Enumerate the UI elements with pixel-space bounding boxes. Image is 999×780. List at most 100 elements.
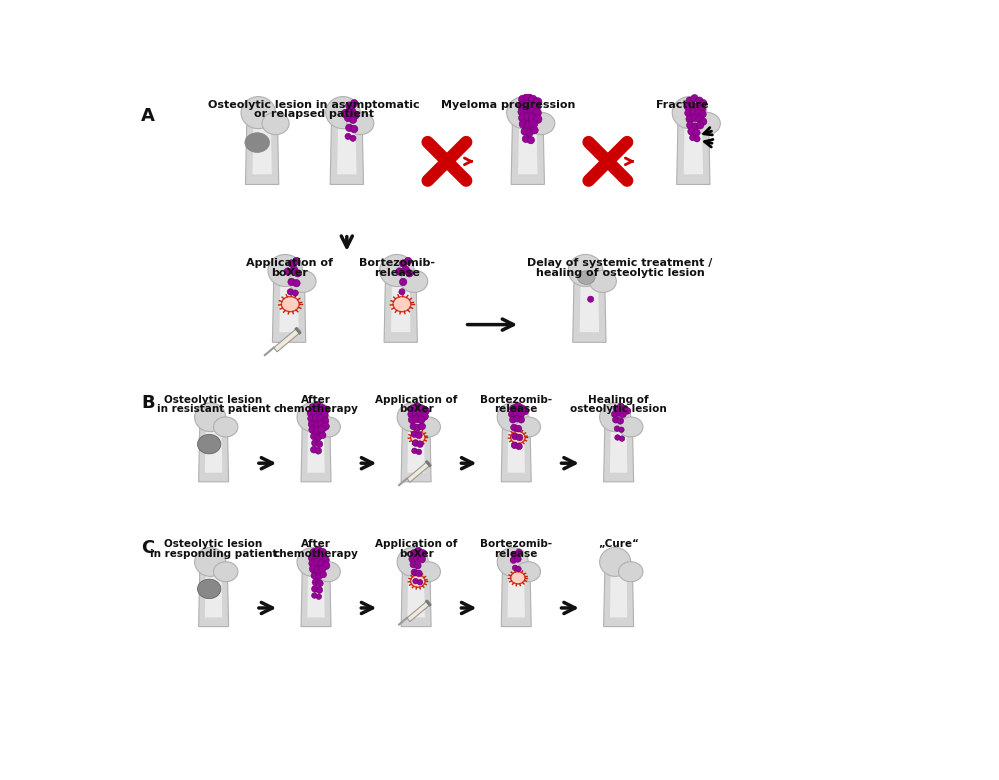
Circle shape	[309, 426, 317, 434]
Circle shape	[525, 129, 533, 136]
Circle shape	[612, 417, 619, 423]
Circle shape	[319, 548, 327, 556]
Circle shape	[342, 109, 350, 118]
Polygon shape	[199, 426, 229, 482]
Ellipse shape	[268, 254, 303, 286]
Circle shape	[317, 415, 325, 423]
Circle shape	[684, 103, 691, 111]
Circle shape	[689, 108, 697, 115]
Polygon shape	[501, 570, 531, 626]
Circle shape	[694, 103, 701, 111]
Polygon shape	[511, 122, 544, 184]
Circle shape	[517, 108, 526, 116]
Text: A: A	[141, 108, 155, 126]
Circle shape	[419, 423, 426, 430]
Circle shape	[414, 402, 422, 410]
Circle shape	[516, 410, 524, 418]
Polygon shape	[384, 280, 418, 342]
Circle shape	[415, 424, 422, 431]
Circle shape	[405, 257, 412, 264]
Circle shape	[515, 549, 522, 555]
Circle shape	[351, 100, 358, 107]
Ellipse shape	[398, 402, 429, 431]
Circle shape	[515, 443, 522, 450]
Circle shape	[696, 122, 703, 129]
Circle shape	[294, 270, 302, 277]
Circle shape	[522, 100, 530, 108]
Polygon shape	[407, 461, 431, 482]
Circle shape	[315, 434, 322, 441]
Circle shape	[409, 555, 417, 563]
Circle shape	[317, 554, 325, 562]
Circle shape	[510, 557, 516, 563]
Circle shape	[284, 268, 292, 275]
Polygon shape	[402, 426, 432, 482]
Circle shape	[399, 289, 405, 295]
Circle shape	[691, 94, 698, 102]
Ellipse shape	[195, 402, 226, 431]
Circle shape	[316, 594, 322, 599]
Circle shape	[314, 558, 321, 566]
Circle shape	[417, 441, 424, 448]
Circle shape	[515, 566, 521, 572]
Text: release: release	[495, 548, 537, 558]
Circle shape	[412, 569, 418, 576]
Circle shape	[413, 415, 421, 423]
Circle shape	[410, 561, 417, 568]
Circle shape	[314, 402, 321, 410]
Text: boXer: boXer	[399, 404, 434, 414]
Circle shape	[699, 118, 707, 126]
Circle shape	[517, 101, 525, 110]
Ellipse shape	[618, 562, 643, 582]
Polygon shape	[391, 282, 411, 332]
Circle shape	[523, 93, 532, 101]
Circle shape	[522, 135, 529, 143]
Circle shape	[528, 95, 537, 104]
Circle shape	[352, 112, 360, 119]
Circle shape	[414, 554, 422, 562]
Text: release: release	[374, 268, 420, 278]
Ellipse shape	[510, 431, 525, 444]
Ellipse shape	[347, 112, 374, 135]
Circle shape	[687, 128, 695, 135]
Circle shape	[322, 556, 330, 564]
Ellipse shape	[411, 431, 425, 444]
Circle shape	[614, 426, 619, 431]
Polygon shape	[676, 122, 710, 184]
Circle shape	[617, 417, 623, 424]
Circle shape	[400, 260, 407, 268]
Circle shape	[402, 266, 410, 273]
Circle shape	[521, 128, 528, 135]
Circle shape	[689, 102, 696, 109]
Polygon shape	[246, 122, 279, 184]
Circle shape	[691, 114, 698, 122]
Polygon shape	[280, 282, 299, 332]
Circle shape	[412, 431, 418, 438]
Polygon shape	[402, 570, 432, 626]
Circle shape	[533, 98, 541, 106]
Circle shape	[351, 126, 358, 133]
Circle shape	[309, 554, 316, 562]
Circle shape	[694, 109, 702, 117]
Ellipse shape	[568, 254, 602, 286]
Circle shape	[288, 278, 296, 285]
Ellipse shape	[510, 572, 525, 584]
Circle shape	[515, 425, 521, 432]
Circle shape	[345, 114, 352, 122]
Ellipse shape	[516, 562, 540, 582]
Circle shape	[517, 417, 524, 423]
Circle shape	[400, 278, 407, 285]
Ellipse shape	[316, 562, 341, 582]
Circle shape	[311, 433, 317, 440]
Ellipse shape	[672, 97, 706, 129]
Circle shape	[416, 570, 423, 576]
Polygon shape	[579, 282, 599, 332]
Circle shape	[410, 550, 418, 557]
Circle shape	[512, 410, 520, 417]
Circle shape	[406, 270, 413, 277]
Circle shape	[617, 403, 624, 410]
Circle shape	[684, 109, 692, 117]
Ellipse shape	[577, 271, 595, 285]
Circle shape	[613, 406, 619, 412]
Circle shape	[350, 116, 357, 123]
